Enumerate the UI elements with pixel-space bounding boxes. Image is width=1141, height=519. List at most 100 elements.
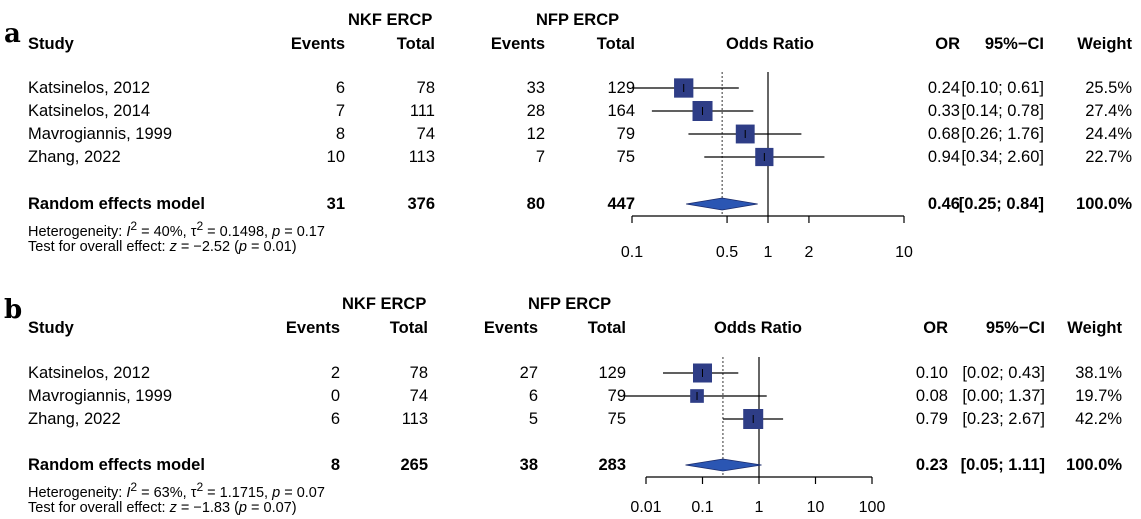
total2-cell: 79	[616, 125, 635, 143]
overall-effect-text: Test for overall effect: z = −2.52 (p = …	[28, 237, 297, 257]
overall-part: = −2.52 (	[176, 239, 239, 255]
group1-header: NKF ERCP	[342, 295, 427, 313]
events2-cell: 28	[526, 102, 545, 120]
het-part: = 63%, τ	[137, 484, 197, 501]
events1-cell: 6	[330, 410, 340, 428]
total1-cell: 78	[416, 79, 435, 97]
x-tick-label: 0.1	[621, 244, 643, 261]
het-part: p	[272, 484, 281, 501]
pooled-ci: [0.05; 1.11]	[960, 456, 1045, 474]
x-tick-label: 10	[895, 244, 913, 261]
overall-part: p	[238, 500, 247, 516]
events2-cell: 7	[535, 148, 545, 166]
study-name: Mavrogiannis, 1999	[28, 125, 173, 143]
ci-cell: [0.00; 1.37]	[962, 387, 1045, 405]
forest-plot-b: b NKF ERCP NFP ERCP Study Events Total E…	[0, 262, 1141, 519]
heterogeneity-text: Heterogeneity: I2 = 40%, τ2 = 0.1498, p …	[28, 216, 325, 242]
or-cell: 0.08	[915, 387, 948, 405]
total2-cell: 79	[607, 387, 626, 405]
events2-cell: 27	[519, 364, 538, 382]
pooled-ci: [0.25; 0.84]	[958, 195, 1044, 213]
weight-cell: 22.7%	[1085, 148, 1132, 166]
weight-cell: 24.4%	[1085, 125, 1132, 143]
total1-cell: 113	[401, 410, 428, 428]
overall-part: z	[169, 239, 177, 255]
overall-part: = −1.83 (	[176, 500, 239, 516]
weight-cell: 38.1%	[1075, 364, 1122, 382]
het-part: I	[126, 484, 131, 501]
x-tick-label: 100	[859, 499, 886, 516]
or-cell: 0.94	[927, 148, 960, 166]
events1-cell: 7	[335, 102, 345, 120]
het-part: = 1.1715,	[203, 484, 273, 501]
pooled-diamond	[685, 458, 762, 472]
heterogeneity-text: Heterogeneity: I2 = 63%, τ2 = 1.1715, p …	[28, 477, 325, 503]
overall-effect-text: Test for overall effect: z = −1.83 (p = …	[28, 498, 297, 518]
x-tick-label: 1	[755, 499, 764, 516]
total2-cell: 164	[607, 102, 635, 120]
ci-cell: [0.23; 2.67]	[962, 410, 1045, 428]
study-name: Mavrogiannis, 1999	[28, 387, 173, 405]
events2-cell: 12	[526, 125, 545, 143]
het-part: = 40%, τ	[137, 223, 197, 240]
ci-cell: [0.34; 2.60]	[961, 148, 1044, 166]
or-header: OR	[935, 35, 960, 53]
overall-part: Test for overall effect:	[28, 500, 170, 516]
x-tick-label: 0.5	[716, 244, 738, 261]
pooled-total2: 283	[598, 456, 626, 474]
ci-cell: [0.10; 0.61]	[961, 79, 1044, 97]
weight-header: Weight	[1067, 319, 1122, 337]
pooled-weight: 100.0%	[1066, 456, 1122, 474]
forest-graphic-b: 0.01 0.1 1 10 100	[623, 357, 886, 516]
ci-header: 95%−CI	[984, 35, 1044, 53]
group1-header: NKF ERCP	[348, 11, 433, 29]
het-part: 2	[196, 480, 204, 494]
total1-cell: 74	[416, 125, 435, 143]
weight-cell: 19.7%	[1075, 387, 1122, 405]
events1-cell: 2	[330, 364, 340, 382]
pooled-total2: 447	[607, 195, 635, 213]
ci-header: 95%−CI	[985, 319, 1045, 337]
or-cell: 0.33	[927, 102, 960, 120]
het-part: 2	[196, 219, 204, 233]
overall-part: = 0.07)	[246, 500, 297, 516]
pooled-events2: 38	[519, 456, 538, 474]
overall-part: z	[169, 500, 177, 516]
group2-header: NFP ERCP	[528, 295, 612, 313]
events2-cell: 33	[526, 79, 545, 97]
pooled-events1: 31	[326, 195, 345, 213]
study-name: Zhang, 2022	[28, 410, 121, 428]
het-part: = 0.07	[280, 484, 325, 501]
het-part: Heterogeneity:	[28, 223, 127, 240]
study-name: Katsinelos, 2014	[28, 102, 151, 120]
events2-header: Events	[490, 35, 545, 53]
total1-cell: 111	[409, 102, 435, 120]
events2-cell: 5	[528, 410, 538, 428]
het-part: = 0.17	[280, 223, 325, 240]
het-part: 2	[130, 480, 138, 494]
total1-header: Total	[396, 35, 435, 53]
events1-cell: 10	[326, 148, 345, 166]
pooled-events2: 80	[526, 195, 545, 213]
total2-cell: 75	[616, 148, 635, 166]
events1-cell: 6	[335, 79, 345, 97]
pooled-or: 0.23	[915, 456, 948, 474]
weight-cell: 42.2%	[1075, 410, 1122, 428]
total1-cell: 113	[408, 148, 435, 166]
total2-header: Total	[596, 35, 635, 53]
events1-cell: 8	[335, 125, 345, 143]
events1-cell: 0	[330, 387, 340, 405]
het-part: p	[272, 223, 281, 240]
events1-header: Events	[290, 35, 345, 53]
pooled-name: Random effects model	[28, 195, 205, 213]
weight-header: Weight	[1077, 35, 1132, 53]
total2-cell: 129	[598, 364, 626, 382]
or-cell: 0.10	[915, 364, 948, 382]
study-name: Katsinelos, 2012	[28, 79, 151, 97]
or-header: OR	[923, 319, 948, 337]
pooled-name: Random effects model	[28, 456, 205, 474]
study-name: Katsinelos, 2012	[28, 364, 151, 382]
or-cell: 0.24	[927, 79, 960, 97]
pooled-total1: 265	[400, 456, 428, 474]
x-tick-label: 1	[764, 244, 773, 261]
